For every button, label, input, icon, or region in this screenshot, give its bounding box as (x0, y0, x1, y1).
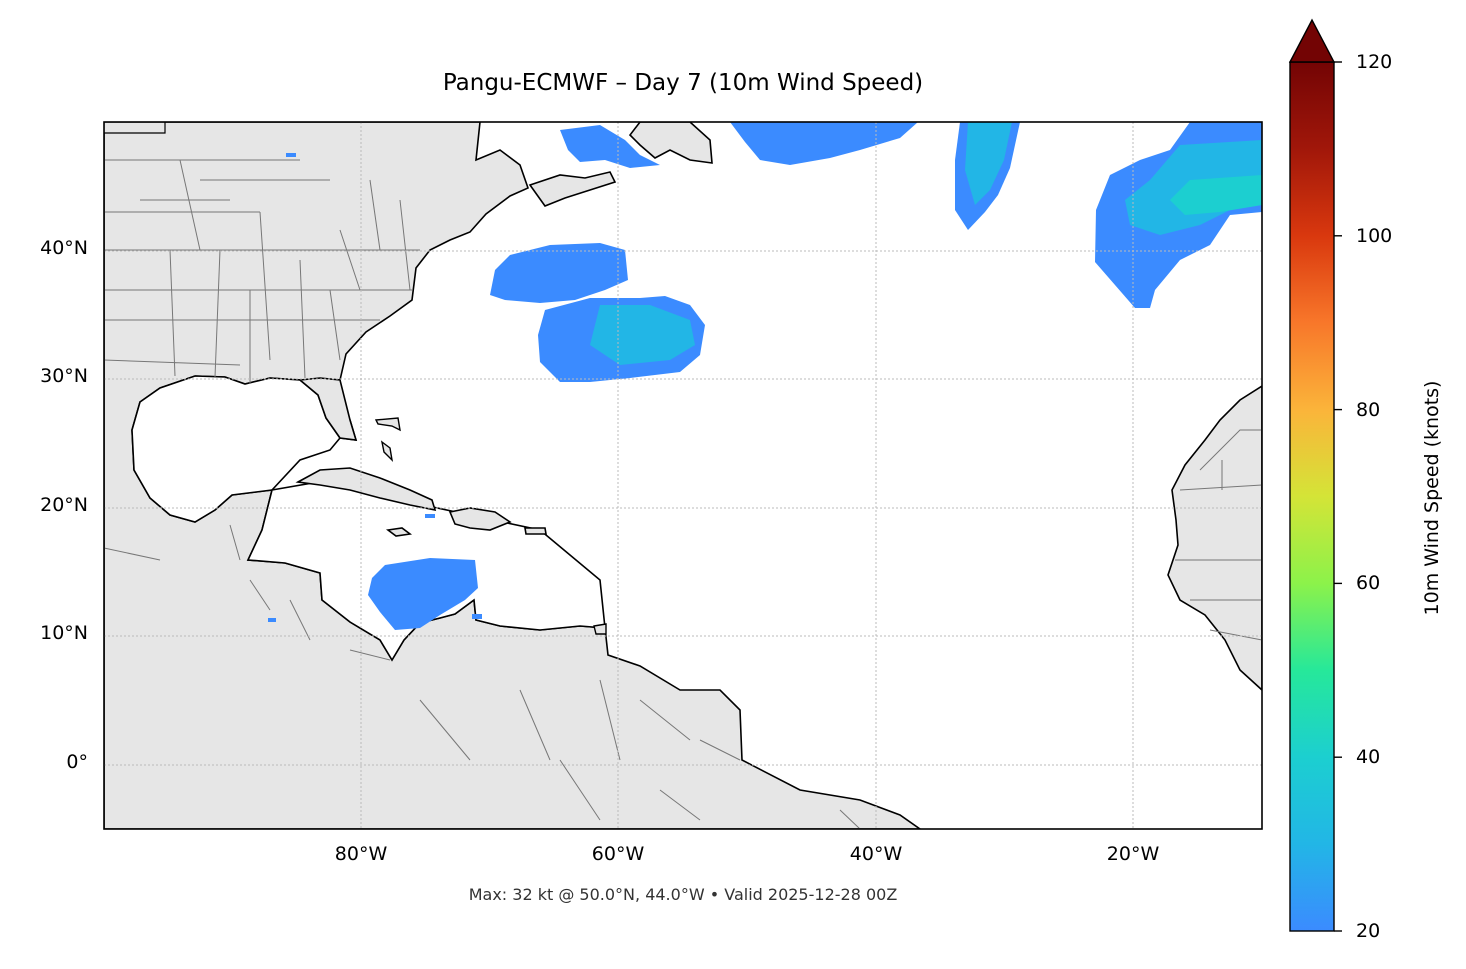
lon-label-80w: 80°W (334, 843, 388, 865)
colorbar-tick-label: 80 (1356, 398, 1381, 421)
wind-dot-3 (268, 618, 276, 622)
florida-peninsula (298, 377, 358, 441)
lon-label-60w: 60°W (591, 843, 645, 865)
wind-blob-north-atlantic-2-core (965, 122, 1012, 205)
wind-blob-north-atlantic-1 (730, 122, 918, 165)
wind-blob-northeast-teal (1170, 175, 1262, 215)
colorbar-tick-label: 100 (1356, 224, 1393, 247)
gulf-of-mexico (131, 375, 342, 523)
colorbar-ticks (1334, 61, 1342, 932)
wind-dot-4 (472, 614, 482, 619)
trinidad-island (593, 623, 607, 635)
colorbar-extend-arrow (1288, 18, 1336, 63)
cuba-island (295, 467, 437, 512)
graticule (104, 122, 1262, 829)
map-footer-stats: Max: 32 kt @ 50.0°N, 44.0°W • Valid 2025… (468, 885, 898, 904)
newfoundland-landmass (628, 122, 713, 164)
wind-blob-central-atlantic-2-core (590, 305, 695, 365)
lat-label-10n: 10°N (40, 622, 88, 644)
bahamas-islands (374, 417, 401, 463)
lon-label-40w: 40°W (849, 843, 903, 865)
colorbar-label: 10m Wind Speed (knots) (1421, 380, 1443, 616)
canada-north-island (104, 122, 166, 134)
lat-label-40n: 40°N (40, 237, 88, 259)
wind-speed-field (268, 122, 1262, 630)
lon-label-20w: 20°W (1106, 843, 1160, 865)
africa-landmass (1167, 385, 1262, 692)
lat-label-0: 0° (66, 751, 88, 773)
wind-blob-central-atlantic-1 (490, 243, 628, 303)
wind-dot-2 (425, 514, 435, 518)
map-frame (103, 121, 1263, 830)
colorbar-bar (1289, 61, 1335, 932)
lat-label-30n: 30°N (40, 365, 88, 387)
maritimes-landmass (528, 171, 617, 207)
colorbar-tick-label: 120 (1356, 51, 1393, 73)
colorbar-tick-label: 60 (1356, 572, 1381, 595)
colorbar-tick-label: 40 (1356, 746, 1381, 769)
colorbar (1288, 18, 1342, 932)
hispaniola-island (448, 507, 512, 531)
state-borders (104, 159, 1262, 829)
jamaica-island (385, 527, 413, 537)
lat-label-20n: 20°N (40, 494, 88, 516)
wind-blob-gulf-st-lawrence (560, 125, 660, 168)
wind-blob-caribbean (368, 558, 478, 630)
puerto-rico-island (524, 527, 547, 535)
colorbar-tick-label: 20 (1356, 920, 1381, 942)
map-title: Pangu-ECMWF – Day 7 (10m Wind Speed) (442, 70, 924, 96)
wind-dot-1 (286, 153, 296, 157)
